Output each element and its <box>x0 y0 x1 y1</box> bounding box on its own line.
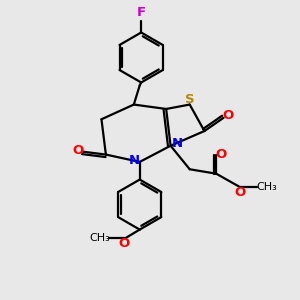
Text: N: N <box>129 154 140 167</box>
Text: CH₃: CH₃ <box>256 182 277 192</box>
Text: O: O <box>222 109 234 122</box>
Text: O: O <box>119 237 130 250</box>
Text: S: S <box>185 93 195 106</box>
Text: F: F <box>136 6 146 19</box>
Text: O: O <box>216 148 227 161</box>
Text: O: O <box>72 144 84 157</box>
Text: O: O <box>235 186 246 199</box>
Text: CH₃: CH₃ <box>90 233 110 243</box>
Text: N: N <box>172 137 183 150</box>
